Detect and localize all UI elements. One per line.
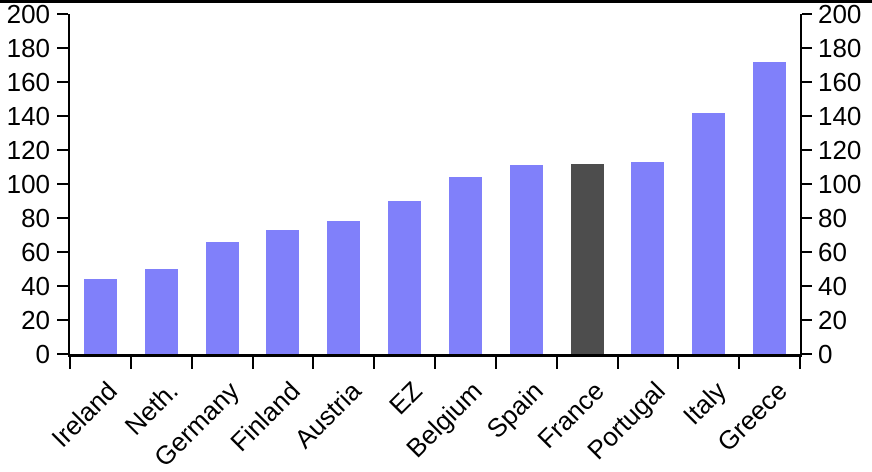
y-axis-label-left: 0 [35, 339, 50, 369]
y-axis-label-right: 140 [818, 101, 862, 131]
y-tick-left [57, 115, 68, 117]
x-tick [129, 357, 132, 369]
bar-italy [692, 113, 726, 354]
bar-greece [753, 62, 787, 354]
y-axis-label-left: 160 [6, 67, 50, 97]
y-tick-left [57, 251, 68, 253]
y-tick-right [802, 81, 812, 83]
y-tick-left [57, 81, 68, 83]
y-tick-left [57, 217, 68, 219]
bar-ireland [83, 279, 117, 354]
y-axis-label-right: 0 [818, 339, 833, 369]
y-tick-right [802, 251, 812, 253]
y-axis-label-left: 100 [6, 169, 50, 199]
x-tick [799, 357, 801, 369]
bar-france [570, 164, 604, 354]
y-axis-label-right: 40 [818, 271, 847, 301]
x-axis-label-austria: Austria [288, 375, 367, 455]
y-tick-left [57, 149, 68, 151]
x-tick [555, 357, 558, 369]
y-tick-right [802, 149, 812, 151]
y-axis-label-left: 80 [21, 203, 50, 233]
y-tick-left [57, 285, 68, 287]
x-tick [616, 357, 619, 369]
y-axis-label-right: 200 [818, 0, 862, 29]
y-tick-right [802, 319, 812, 321]
x-axis-line [68, 354, 802, 357]
bar-spain [509, 165, 543, 354]
y-axis-label-left: 60 [21, 237, 50, 267]
y-tick-right [802, 353, 812, 355]
bar-finland [266, 230, 300, 354]
bar-ez [388, 201, 422, 354]
bar-austria [327, 221, 361, 354]
y-tick-right [802, 47, 812, 49]
y-axis-line-right [800, 14, 802, 354]
y-tick-left [57, 13, 68, 15]
x-axis-label-italy: Italy [676, 375, 732, 431]
y-axis-line-left [68, 14, 70, 354]
bar-portugal [631, 162, 665, 354]
x-tick [434, 357, 436, 369]
y-axis-label-left: 120 [6, 135, 50, 165]
y-axis-label-right: 80 [818, 203, 847, 233]
y-tick-right [802, 217, 812, 219]
x-tick [69, 357, 71, 369]
y-axis-label-left: 140 [6, 101, 50, 131]
y-axis-label-right: 180 [818, 33, 862, 63]
y-tick-right [802, 115, 812, 117]
x-tick [494, 357, 497, 369]
y-axis-label-right: 100 [818, 169, 862, 199]
y-tick-right [802, 183, 812, 185]
x-tick [738, 357, 741, 369]
y-axis-label-right: 60 [818, 237, 847, 267]
bar-neth [144, 269, 178, 354]
y-axis-label-right: 160 [818, 67, 862, 97]
y-axis-label-right: 20 [818, 305, 847, 335]
y-axis-label-left: 180 [6, 33, 50, 63]
x-tick [373, 357, 376, 369]
bar-belgium [448, 177, 482, 354]
y-tick-left [57, 47, 68, 49]
x-tick [251, 357, 254, 369]
y-axis-label-right: 120 [818, 135, 862, 165]
x-axis-label-ez: EZ [382, 375, 428, 421]
y-tick-left [57, 183, 68, 185]
x-axis-label-ireland: Ireland [45, 375, 124, 454]
x-tick [312, 357, 315, 369]
y-tick-left [57, 353, 68, 355]
x-tick [677, 357, 680, 369]
y-axis-label-left: 200 [6, 0, 50, 29]
x-tick [190, 357, 193, 369]
y-axis-label-left: 40 [21, 271, 50, 301]
y-tick-right [802, 13, 812, 15]
top-border-line [0, 0, 872, 3]
bar-germany [205, 242, 239, 354]
y-tick-left [57, 319, 68, 321]
y-axis-label-left: 20 [21, 305, 50, 335]
y-tick-right [802, 285, 812, 287]
